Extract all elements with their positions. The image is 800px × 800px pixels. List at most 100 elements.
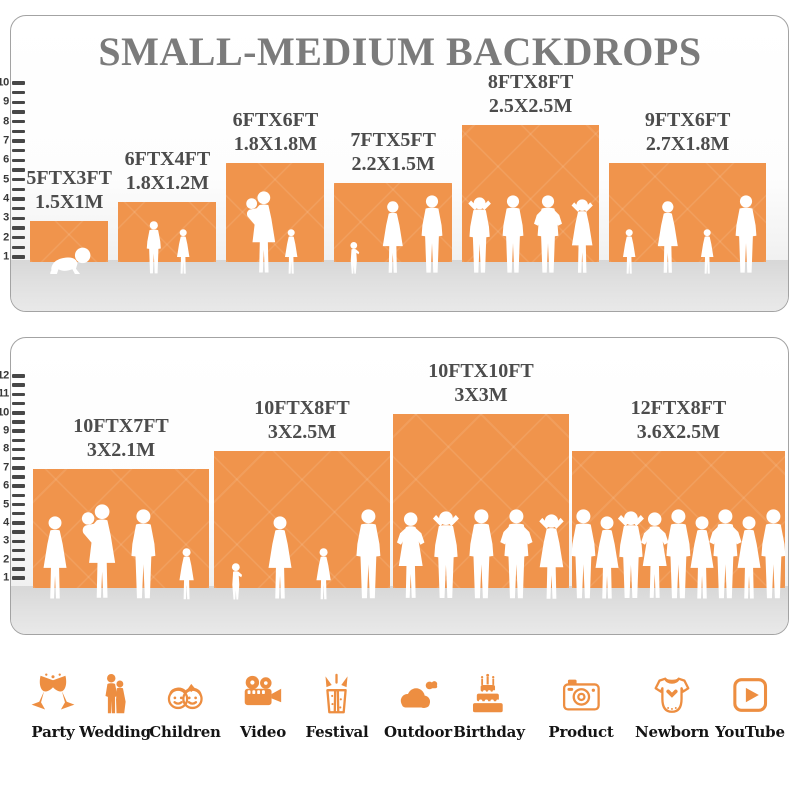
category-label: Birthday [453, 723, 525, 741]
category-newborn[interactable]: Newborn [635, 672, 709, 741]
category-product[interactable]: Product [548, 672, 614, 741]
ruler-tick [12, 557, 25, 562]
ruler-number: 5 [3, 173, 9, 186]
person-silhouette-man-head [464, 197, 495, 275]
size-ft-text: 6FTX4FT [124, 147, 211, 170]
ruler-number: 7 [3, 461, 9, 474]
person-silhouette-girl [620, 229, 638, 275]
backdrop-bar-10ftx8ft [214, 450, 390, 588]
ruler-tick [12, 447, 25, 452]
ruler-tick [12, 567, 25, 571]
size-ft-text: 8FTX8FT [487, 70, 574, 93]
ruler-tick [12, 197, 25, 201]
category-video[interactable]: Video [240, 672, 286, 741]
size-ft-text: 5FTX3FT [26, 167, 112, 190]
backdrop-size-label: 7FTX5FT 2.2X1.5M [350, 128, 436, 176]
ruler-tick [12, 129, 25, 134]
size-m-text: 1.8X1.8M [233, 133, 318, 156]
ruler-tick [12, 484, 25, 488]
video-icon [240, 672, 286, 718]
ruler-number: 6 [3, 479, 9, 492]
ruler-tick [12, 374, 25, 378]
children-icon [162, 672, 208, 718]
size-ft-text: 9FTX6FT [644, 109, 731, 132]
panel-background-bottom: 10FTX7FT 3X2.1M 10FTX8FT 3X2.5M 10FTX10FT 3X3… [10, 337, 789, 635]
category-row: Party Wedding Children Video Festival Outdoor… [0, 672, 800, 762]
category-label: Product [548, 723, 614, 741]
person-silhouette-woman [653, 201, 683, 275]
person-silhouette-man [125, 509, 162, 601]
floor [11, 260, 788, 311]
ruler-tick [12, 401, 25, 406]
ruler-tick [12, 411, 25, 415]
person-silhouette-man-hips [532, 195, 564, 275]
ruler-tick [12, 139, 25, 143]
person-silhouette-woman-head [534, 514, 569, 601]
size-m-text: 2.2X1.5M [351, 152, 435, 175]
size-ft-text: 7FTX5FT [350, 128, 436, 151]
ruler-tick [12, 216, 25, 221]
ruler-tick [12, 119, 25, 124]
ruler-tick [12, 110, 25, 114]
panel-medium-large: 10FTX7FT 3X2.1M 10FTX8FT 3X2.5M 10FTX10FT 3X3… [0, 337, 789, 635]
ruler-number: 9 [3, 95, 9, 108]
category-festival[interactable]: Festival [306, 672, 369, 741]
ruler-number: 9 [3, 424, 9, 437]
outdoor-icon [395, 672, 441, 718]
ruler-number: 5 [3, 497, 9, 510]
backdrop-size-label: 10FTX10FT 3X3M [428, 359, 534, 407]
size-m-text: 1.8X1.2M [125, 171, 210, 194]
ruler-number: 3 [3, 534, 9, 547]
backdrop-size-label: 12FTX8FT 3.6X2.5M [631, 396, 727, 444]
backdrop-size-label: 9FTX6FT 2.7X1.8M [645, 108, 731, 156]
backdrop-size-label: 8FTX8FT 2.5X2.5M [488, 70, 574, 118]
size-ft-text: 12FTX8FT [630, 396, 727, 419]
wedding-icon [92, 672, 138, 718]
page-title: SMALL-MEDIUM BACKDROPS [98, 29, 702, 74]
category-label: Festival [305, 723, 369, 741]
category-children[interactable]: Children [149, 672, 221, 741]
ruler-tick [12, 466, 25, 470]
ruler-tick [12, 255, 25, 259]
ruler-number: 4 [3, 516, 9, 529]
ruler-number: 2 [3, 553, 9, 566]
category-youtube[interactable]: YouTube [715, 672, 785, 741]
ruler-tick [12, 530, 25, 534]
category-wedding[interactable]: Wedding [79, 672, 151, 741]
category-label: Party [31, 723, 75, 741]
size-m-text: 3X2.5M [267, 420, 337, 443]
category-party[interactable]: Party [30, 672, 76, 741]
category-label: YouTube [715, 723, 785, 741]
ruler-number: 8 [3, 115, 9, 128]
ruler-tick [12, 168, 25, 172]
category-birthday[interactable]: Birthday [453, 672, 525, 741]
person-silhouette-woman-head [567, 199, 597, 275]
size-ft-text: 6FTX6FT [232, 109, 319, 132]
ruler-tick [12, 576, 25, 580]
person-silhouette-man [497, 195, 529, 275]
person-silhouette-girl [176, 548, 197, 601]
ruler-number: 1 [3, 250, 9, 263]
person-silhouette-girl [174, 229, 192, 275]
person-silhouette-girl [313, 548, 334, 601]
person-silhouette-man-head [428, 511, 464, 601]
ruler-tick [12, 226, 25, 230]
person-silhouette-woman [38, 516, 72, 601]
ruler-number: 7 [3, 134, 9, 147]
size-ft-text: 10FTX10FT [428, 360, 534, 382]
category-label: Wedding [79, 723, 151, 741]
ruler-tick [12, 187, 25, 192]
person-silhouette-girl [698, 229, 716, 275]
size-m-text: 3X3M [454, 384, 508, 406]
ruler-number: 11 [0, 387, 9, 400]
birthday-icon [466, 672, 512, 718]
category-outdoor[interactable]: Outdoor [384, 672, 452, 741]
person-silhouette-man [755, 509, 789, 601]
ruler-tick [12, 493, 25, 498]
ruler-tick [12, 438, 25, 443]
ruler-tick [12, 206, 25, 211]
ruler-tick [12, 100, 25, 105]
ruler-tick [12, 420, 25, 424]
person-silhouette-boy [143, 221, 165, 275]
